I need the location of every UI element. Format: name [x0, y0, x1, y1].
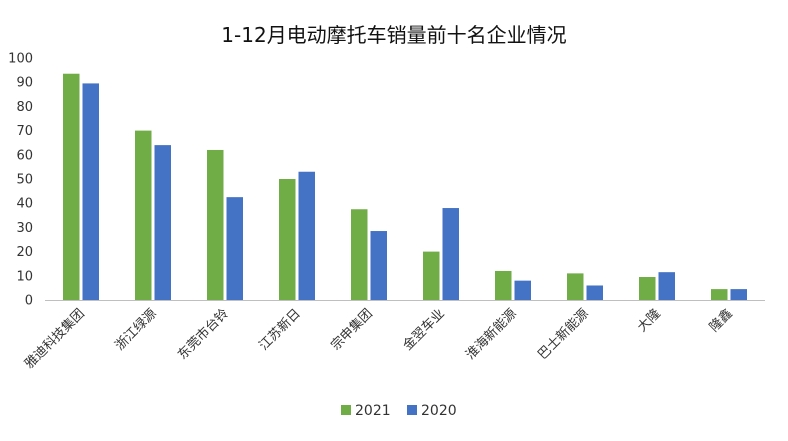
- y-tick-label: 30: [16, 221, 33, 236]
- bar-2021-8: [639, 277, 656, 300]
- category-label: 江苏新日: [256, 306, 304, 354]
- bar-2021-5: [423, 251, 440, 300]
- x-axis: 雅迪科技集团 浙江绿源 东莞市台铃 江苏新日 宗申集团 金翌车业 淮海新能源 巴士新能源 大隆 隆…: [21, 306, 735, 372]
- bar-2020-4: [370, 231, 387, 300]
- y-tick-label: 90: [16, 76, 33, 91]
- bar-2021-4: [351, 209, 368, 300]
- legend: 2021 2020: [341, 403, 457, 419]
- bar-2021-1: [135, 130, 152, 300]
- bar-2020-6: [514, 280, 531, 300]
- y-tick-label: 60: [16, 148, 33, 163]
- category-label: 宗申集团: [328, 306, 376, 354]
- legend-swatch-2021: [341, 405, 351, 415]
- legend-swatch-2020: [407, 405, 417, 415]
- bar-2020-8: [658, 272, 675, 300]
- bar-2020-0: [82, 83, 99, 300]
- y-tick-label: 0: [25, 294, 33, 309]
- category-label: 巴士新能源: [535, 306, 592, 363]
- bars-group: [63, 73, 747, 300]
- y-tick-label: 80: [16, 100, 33, 115]
- bar-2020-1: [154, 145, 171, 300]
- bar-2021-9: [711, 289, 728, 300]
- bar-2021-6: [495, 270, 512, 300]
- bar-2020-3: [298, 171, 315, 300]
- bar-2020-2: [226, 197, 243, 300]
- y-tick-label: 50: [16, 173, 33, 188]
- category-label: 大隆: [635, 306, 664, 335]
- y-tick-label: 20: [16, 245, 33, 260]
- legend-label: 2020: [421, 403, 457, 419]
- bar-2020-9: [730, 289, 747, 300]
- category-label: 淮海新能源: [463, 306, 520, 363]
- y-axis: 0 10 20 30 40 50 60 70 80 90 100: [8, 52, 33, 309]
- y-tick-label: 40: [16, 197, 33, 212]
- chart-title: 1-12月电动摩托车销量前十名企业情况: [221, 23, 566, 47]
- category-label: 雅迪科技集团: [21, 306, 87, 372]
- bar-2021-3: [279, 179, 296, 300]
- category-label: 东莞市台铃: [175, 306, 232, 363]
- y-tick-label: 70: [16, 124, 33, 139]
- category-label: 金翌车业: [400, 306, 448, 354]
- bar-2021-2: [207, 149, 224, 300]
- bar-2020-5: [442, 208, 459, 300]
- legend-label: 2021: [355, 403, 391, 419]
- category-label: 浙江绿源: [112, 306, 159, 353]
- bar-2021-0: [63, 73, 80, 300]
- bar-2021-7: [567, 273, 584, 300]
- y-tick-label: 100: [8, 52, 33, 67]
- bar-2020-7: [586, 285, 603, 300]
- y-tick-label: 10: [16, 269, 33, 284]
- category-label: 隆鑫: [706, 306, 736, 336]
